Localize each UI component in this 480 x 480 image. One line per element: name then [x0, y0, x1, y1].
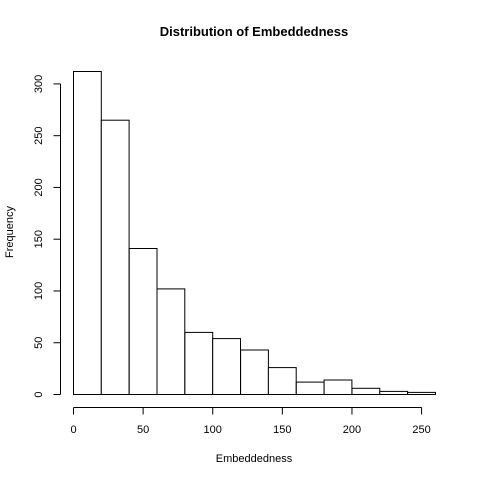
x-axis-label: Embeddedness [216, 453, 293, 465]
chart-title: Distribution of Embeddedness [160, 24, 349, 39]
y-axis-label: Frequency [4, 206, 16, 258]
y-tick-label: 300 [33, 75, 45, 93]
x-tick-label: 0 [70, 424, 76, 436]
x-tick-label: 250 [412, 424, 430, 436]
histogram-bar [351, 387, 381, 395]
histogram-bar [323, 379, 353, 395]
y-tick-label: 200 [33, 178, 45, 196]
histogram-bar [184, 331, 214, 395]
y-tick-label: 250 [33, 127, 45, 145]
x-tick-label: 100 [204, 424, 222, 436]
x-tick-label: 50 [137, 424, 149, 436]
histogram-bar [128, 248, 158, 395]
x-tick-label: 150 [273, 424, 291, 436]
histogram-bar [267, 367, 297, 396]
y-tick-label: 150 [33, 230, 45, 248]
histogram-bar [100, 119, 130, 395]
histogram-bar [156, 288, 186, 395]
y-tick-label: 100 [33, 282, 45, 300]
histogram-bar [379, 390, 409, 395]
y-axis: 0 50 100 150 200 250 300 [33, 75, 61, 398]
histogram-bar [407, 391, 437, 395]
y-tick-label: 50 [33, 337, 45, 349]
histogram-bar [240, 349, 269, 395]
x-tick-label: 200 [343, 424, 361, 436]
y-tick-label: 0 [33, 391, 45, 397]
histogram-bar [212, 338, 241, 396]
histogram-bar [295, 381, 325, 396]
bars-group [73, 71, 437, 396]
x-axis: 0 50 100 150 200 250 [70, 407, 431, 436]
histogram-bar [73, 71, 102, 395]
